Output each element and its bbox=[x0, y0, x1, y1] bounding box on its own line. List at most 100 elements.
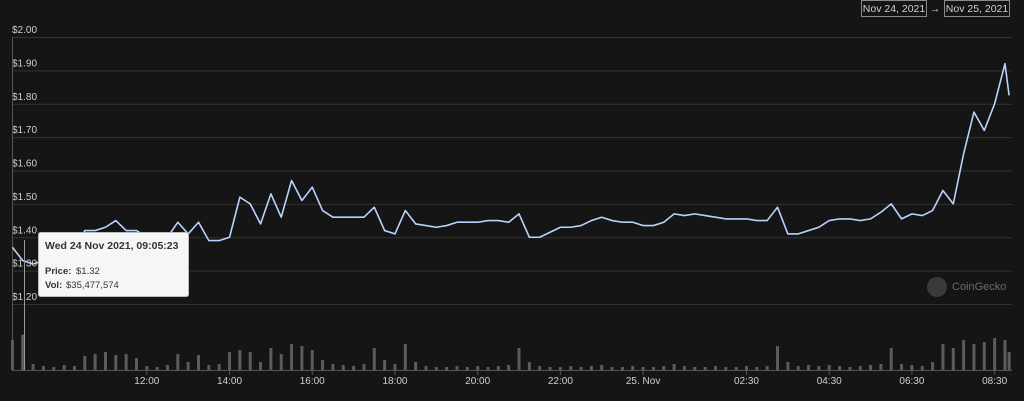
volume-bar bbox=[931, 362, 935, 370]
range-to[interactable]: Nov 25, 2021 bbox=[946, 3, 1009, 15]
y-tick-label: $1.80 bbox=[12, 92, 37, 103]
volume-bar bbox=[610, 367, 614, 370]
range-to-box[interactable] bbox=[944, 0, 1010, 17]
volume-bar bbox=[166, 365, 170, 370]
volume-bar bbox=[186, 362, 190, 370]
x-tick-label: 02:30 bbox=[734, 376, 759, 387]
volume-bar bbox=[352, 366, 356, 370]
volume-bar bbox=[372, 348, 376, 370]
volume-bar bbox=[889, 348, 893, 370]
volume-bar bbox=[31, 364, 35, 370]
volume-bar bbox=[248, 352, 252, 370]
x-tick-label: 22:00 bbox=[548, 376, 573, 387]
volume-bar bbox=[786, 362, 790, 370]
x-tick-label: 06:30 bbox=[899, 376, 924, 387]
volume-bar bbox=[527, 362, 531, 370]
x-tick-label: 12:00 bbox=[134, 376, 159, 387]
volume-bar bbox=[362, 364, 366, 370]
volume-bar bbox=[693, 367, 697, 370]
volume-bar bbox=[62, 365, 66, 370]
volume-bar bbox=[155, 367, 159, 370]
range-from-box[interactable] bbox=[861, 0, 927, 17]
tooltip: Wed 24 Nov 2021, 09:05:23 Price: $1.32 V… bbox=[38, 232, 189, 297]
volume-bar bbox=[796, 366, 800, 370]
volume-bar bbox=[869, 365, 873, 370]
volume-bar bbox=[103, 352, 107, 370]
volume-bar bbox=[776, 346, 780, 370]
volume-bar bbox=[920, 366, 924, 370]
volume-bar bbox=[176, 354, 180, 370]
volume-bar bbox=[579, 367, 583, 370]
volume-bar bbox=[744, 366, 748, 370]
x-tick-label: 14:00 bbox=[217, 376, 242, 387]
volume-bar bbox=[879, 364, 883, 370]
x-tick-label: 18:00 bbox=[382, 376, 407, 387]
volume-bar bbox=[403, 344, 407, 370]
volume-bar bbox=[538, 366, 542, 370]
volume-bar bbox=[269, 348, 273, 370]
watermark-text: CoinGecko bbox=[952, 281, 1006, 293]
volume-bar bbox=[672, 364, 676, 370]
volume-bar bbox=[848, 367, 852, 370]
volume-bar bbox=[445, 367, 449, 370]
date-range: Nov 24, 2021 → Nov 25, 2021 bbox=[861, 0, 1010, 17]
volume-bar bbox=[682, 366, 686, 370]
volume-bar bbox=[486, 367, 490, 370]
volume-bar bbox=[941, 344, 945, 370]
volume-bar bbox=[600, 365, 604, 370]
volume-bar bbox=[238, 350, 242, 370]
volume-bar bbox=[838, 366, 842, 370]
volume-layer bbox=[10, 334, 1011, 370]
range-from[interactable]: Nov 24, 2021 bbox=[863, 3, 926, 15]
volume-bar bbox=[476, 366, 480, 370]
volume-bar bbox=[982, 342, 986, 370]
volume-bar bbox=[145, 366, 149, 370]
tooltip-title: Wed 24 Nov 2021, 09:05:23 bbox=[45, 240, 179, 252]
volume-bar bbox=[21, 334, 25, 370]
volume-bar bbox=[972, 344, 976, 370]
x-tick-label: 16:00 bbox=[300, 376, 325, 387]
volume-bar bbox=[290, 344, 294, 370]
volume-bar bbox=[1003, 340, 1007, 370]
x-tick-label: 20:00 bbox=[465, 376, 490, 387]
volume-bar bbox=[724, 367, 728, 370]
volume-bar bbox=[517, 348, 521, 370]
volume-bar bbox=[589, 366, 593, 370]
y-tick-label: $2.00 bbox=[12, 25, 37, 36]
x-tick-label: 08:30 bbox=[982, 376, 1007, 387]
volume-bar bbox=[217, 364, 221, 370]
volume-bar bbox=[434, 367, 438, 370]
y-tick-label: $1.40 bbox=[12, 225, 37, 236]
tooltip-value: $1.32 bbox=[76, 266, 100, 277]
volume-bar bbox=[548, 367, 552, 370]
volume-bar bbox=[558, 367, 562, 370]
x-tick-label: 25. Nov bbox=[626, 376, 660, 387]
volume-bar bbox=[569, 366, 573, 370]
range-arrow: → bbox=[930, 3, 941, 15]
volume-bar bbox=[72, 366, 76, 370]
volume-bar bbox=[134, 358, 138, 370]
volume-bar bbox=[300, 346, 304, 370]
volume-bar bbox=[910, 365, 914, 370]
volume-bar bbox=[765, 366, 769, 370]
volume-bar bbox=[10, 340, 14, 370]
volume-bar bbox=[734, 367, 738, 370]
volume-bar bbox=[827, 365, 831, 370]
volume-bar bbox=[807, 365, 811, 370]
volume-bar bbox=[41, 366, 45, 370]
volume-bar bbox=[383, 360, 387, 370]
volume-bar bbox=[651, 367, 655, 370]
volume-bar bbox=[331, 364, 335, 370]
volume-bar bbox=[52, 367, 56, 370]
volume-bar bbox=[631, 366, 635, 370]
volume-bar bbox=[713, 366, 717, 370]
volume-bar bbox=[817, 366, 821, 370]
volume-bar bbox=[207, 365, 211, 370]
tooltip-value: $35,477,574 bbox=[66, 280, 119, 291]
volume-bar bbox=[507, 365, 511, 370]
volume-bar bbox=[414, 362, 418, 370]
volume-bar bbox=[455, 366, 459, 370]
price-line bbox=[11, 62, 1010, 265]
volume-bar bbox=[755, 367, 759, 370]
